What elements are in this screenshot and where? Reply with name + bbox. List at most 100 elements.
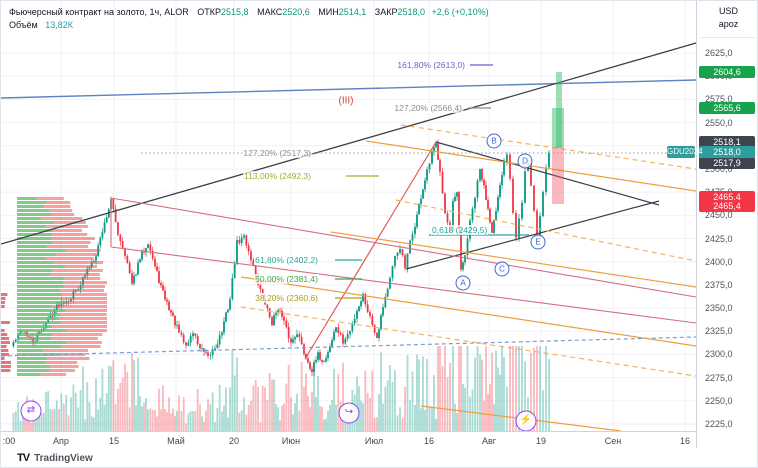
volume-bar bbox=[60, 393, 63, 431]
lightning-icon[interactable]: ⚡ bbox=[515, 410, 537, 432]
volume-profile-sell bbox=[59, 317, 107, 320]
swap-arrows-icon[interactable]: ⇄ bbox=[20, 400, 42, 422]
candle-body bbox=[90, 262, 93, 268]
volume-indicator-label[interactable]: Объём bbox=[9, 20, 38, 30]
candle-body bbox=[17, 333, 20, 340]
blue-dashed-support[interactable] bbox=[1, 336, 697, 357]
orange-dashed-1[interactable] bbox=[400, 124, 697, 170]
candle-body bbox=[287, 327, 290, 339]
volume-bar bbox=[283, 403, 285, 431]
volume-profile-sell bbox=[60, 345, 101, 348]
symbol-title[interactable]: Фьючерсный контракт на золото, 1ч, ALOR bbox=[9, 7, 189, 17]
volume-bar bbox=[266, 400, 269, 431]
candle-body bbox=[479, 169, 481, 181]
volume-bar bbox=[285, 383, 288, 431]
candle-body bbox=[135, 274, 137, 276]
time-tick: Июл bbox=[364, 436, 384, 446]
wave-degree-label: (III) bbox=[338, 95, 354, 107]
candle-body bbox=[499, 185, 501, 198]
volume-bar bbox=[112, 360, 115, 431]
orange-solid-3[interactable] bbox=[240, 276, 697, 347]
candle-body bbox=[178, 324, 180, 333]
candle-body bbox=[346, 334, 349, 339]
volume-bar bbox=[119, 382, 122, 431]
time-tick: 16 bbox=[423, 436, 435, 446]
time-axis[interactable]: :00 Апр 15 Май 20 Июн Июл 16 Авг 19 Сен 16 bbox=[1, 431, 696, 449]
volume-bar bbox=[19, 421, 22, 431]
orange-dashed-2[interactable] bbox=[395, 199, 697, 262]
tradingview-logo[interactable]: TV TradingView bbox=[17, 452, 93, 464]
fib-label: 0,618 (2429,5) bbox=[431, 225, 489, 235]
volume-profile-sell bbox=[46, 201, 71, 204]
red-channel-upper[interactable] bbox=[110, 197, 697, 298]
candle-body bbox=[394, 255, 396, 266]
candle-body bbox=[353, 318, 356, 324]
volume-bar bbox=[489, 384, 491, 431]
volume-profile-sell bbox=[45, 257, 94, 260]
candle-body bbox=[497, 197, 499, 212]
candle-body bbox=[376, 332, 378, 339]
volume-bar bbox=[431, 407, 433, 431]
wave-label-E: E bbox=[530, 234, 546, 250]
red-channel-lower[interactable] bbox=[110, 246, 697, 324]
candle-body bbox=[225, 312, 227, 322]
volume-bar bbox=[386, 380, 389, 431]
volume-bar bbox=[88, 402, 91, 431]
candle-body bbox=[103, 222, 106, 233]
candle-body bbox=[487, 199, 489, 209]
volume-profile-edge bbox=[1, 305, 5, 308]
volume-bar bbox=[236, 357, 238, 431]
volume-bar bbox=[180, 411, 183, 431]
volume-bar bbox=[62, 403, 65, 431]
candle-body bbox=[416, 214, 418, 227]
volume-bar bbox=[317, 375, 319, 431]
price-axis[interactable]: USD apoz 2625,02600,02575,02550,02525,02… bbox=[696, 1, 757, 448]
time-tick: 19 bbox=[535, 436, 547, 446]
price-tick: 2250,0 bbox=[705, 395, 733, 406]
footer-bar: TV TradingView bbox=[1, 448, 757, 467]
candle-body bbox=[252, 260, 255, 266]
candle-body bbox=[88, 267, 91, 269]
volume-bar bbox=[458, 346, 460, 431]
time-tick: Сен bbox=[604, 436, 622, 446]
volume-profile-buy bbox=[17, 333, 52, 336]
volume-bar bbox=[101, 368, 104, 431]
volume-bar bbox=[409, 400, 411, 431]
candle-body bbox=[300, 337, 303, 345]
volume-bar bbox=[67, 415, 70, 431]
position-tool-band[interactable] bbox=[552, 108, 564, 148]
volume-profile-buy bbox=[17, 225, 47, 228]
candle-body bbox=[420, 198, 422, 205]
candle-body bbox=[133, 275, 135, 284]
volume-bar bbox=[396, 415, 399, 431]
volume-bar bbox=[391, 382, 394, 431]
red-impulse-line[interactable] bbox=[304, 141, 437, 360]
curved-arrow-icon[interactable]: ↪ bbox=[338, 402, 360, 424]
orange-solid-1[interactable] bbox=[365, 140, 697, 192]
orange-dashed-3[interactable] bbox=[240, 306, 697, 377]
candle-body bbox=[119, 234, 122, 242]
change-value: +2,6 (+0,10%) bbox=[431, 7, 489, 17]
volume-bar bbox=[216, 408, 219, 431]
candle-body bbox=[247, 245, 250, 252]
candle-body bbox=[321, 359, 323, 362]
volume-profile-sell bbox=[64, 265, 98, 268]
candle-body bbox=[439, 159, 441, 172]
fib-label: 38,20% (2360,6) bbox=[254, 293, 319, 303]
blue-resistance-line[interactable] bbox=[1, 79, 697, 99]
volume-bar bbox=[323, 419, 325, 431]
position-tool-band[interactable] bbox=[552, 148, 564, 204]
volume-bar bbox=[469, 396, 471, 431]
volume-profile-edge bbox=[1, 345, 7, 348]
volume-profile-buy bbox=[17, 273, 51, 276]
candle-body bbox=[366, 304, 369, 313]
orange-solid-2[interactable] bbox=[330, 231, 697, 288]
candle-body bbox=[271, 317, 273, 326]
candle-body bbox=[38, 331, 41, 335]
black-trendline-main[interactable] bbox=[1, 42, 697, 245]
volume-profile-sell bbox=[47, 245, 89, 248]
volume-bar bbox=[464, 387, 466, 431]
candle-body bbox=[149, 244, 152, 251]
triangle-upper-line[interactable] bbox=[435, 141, 660, 206]
